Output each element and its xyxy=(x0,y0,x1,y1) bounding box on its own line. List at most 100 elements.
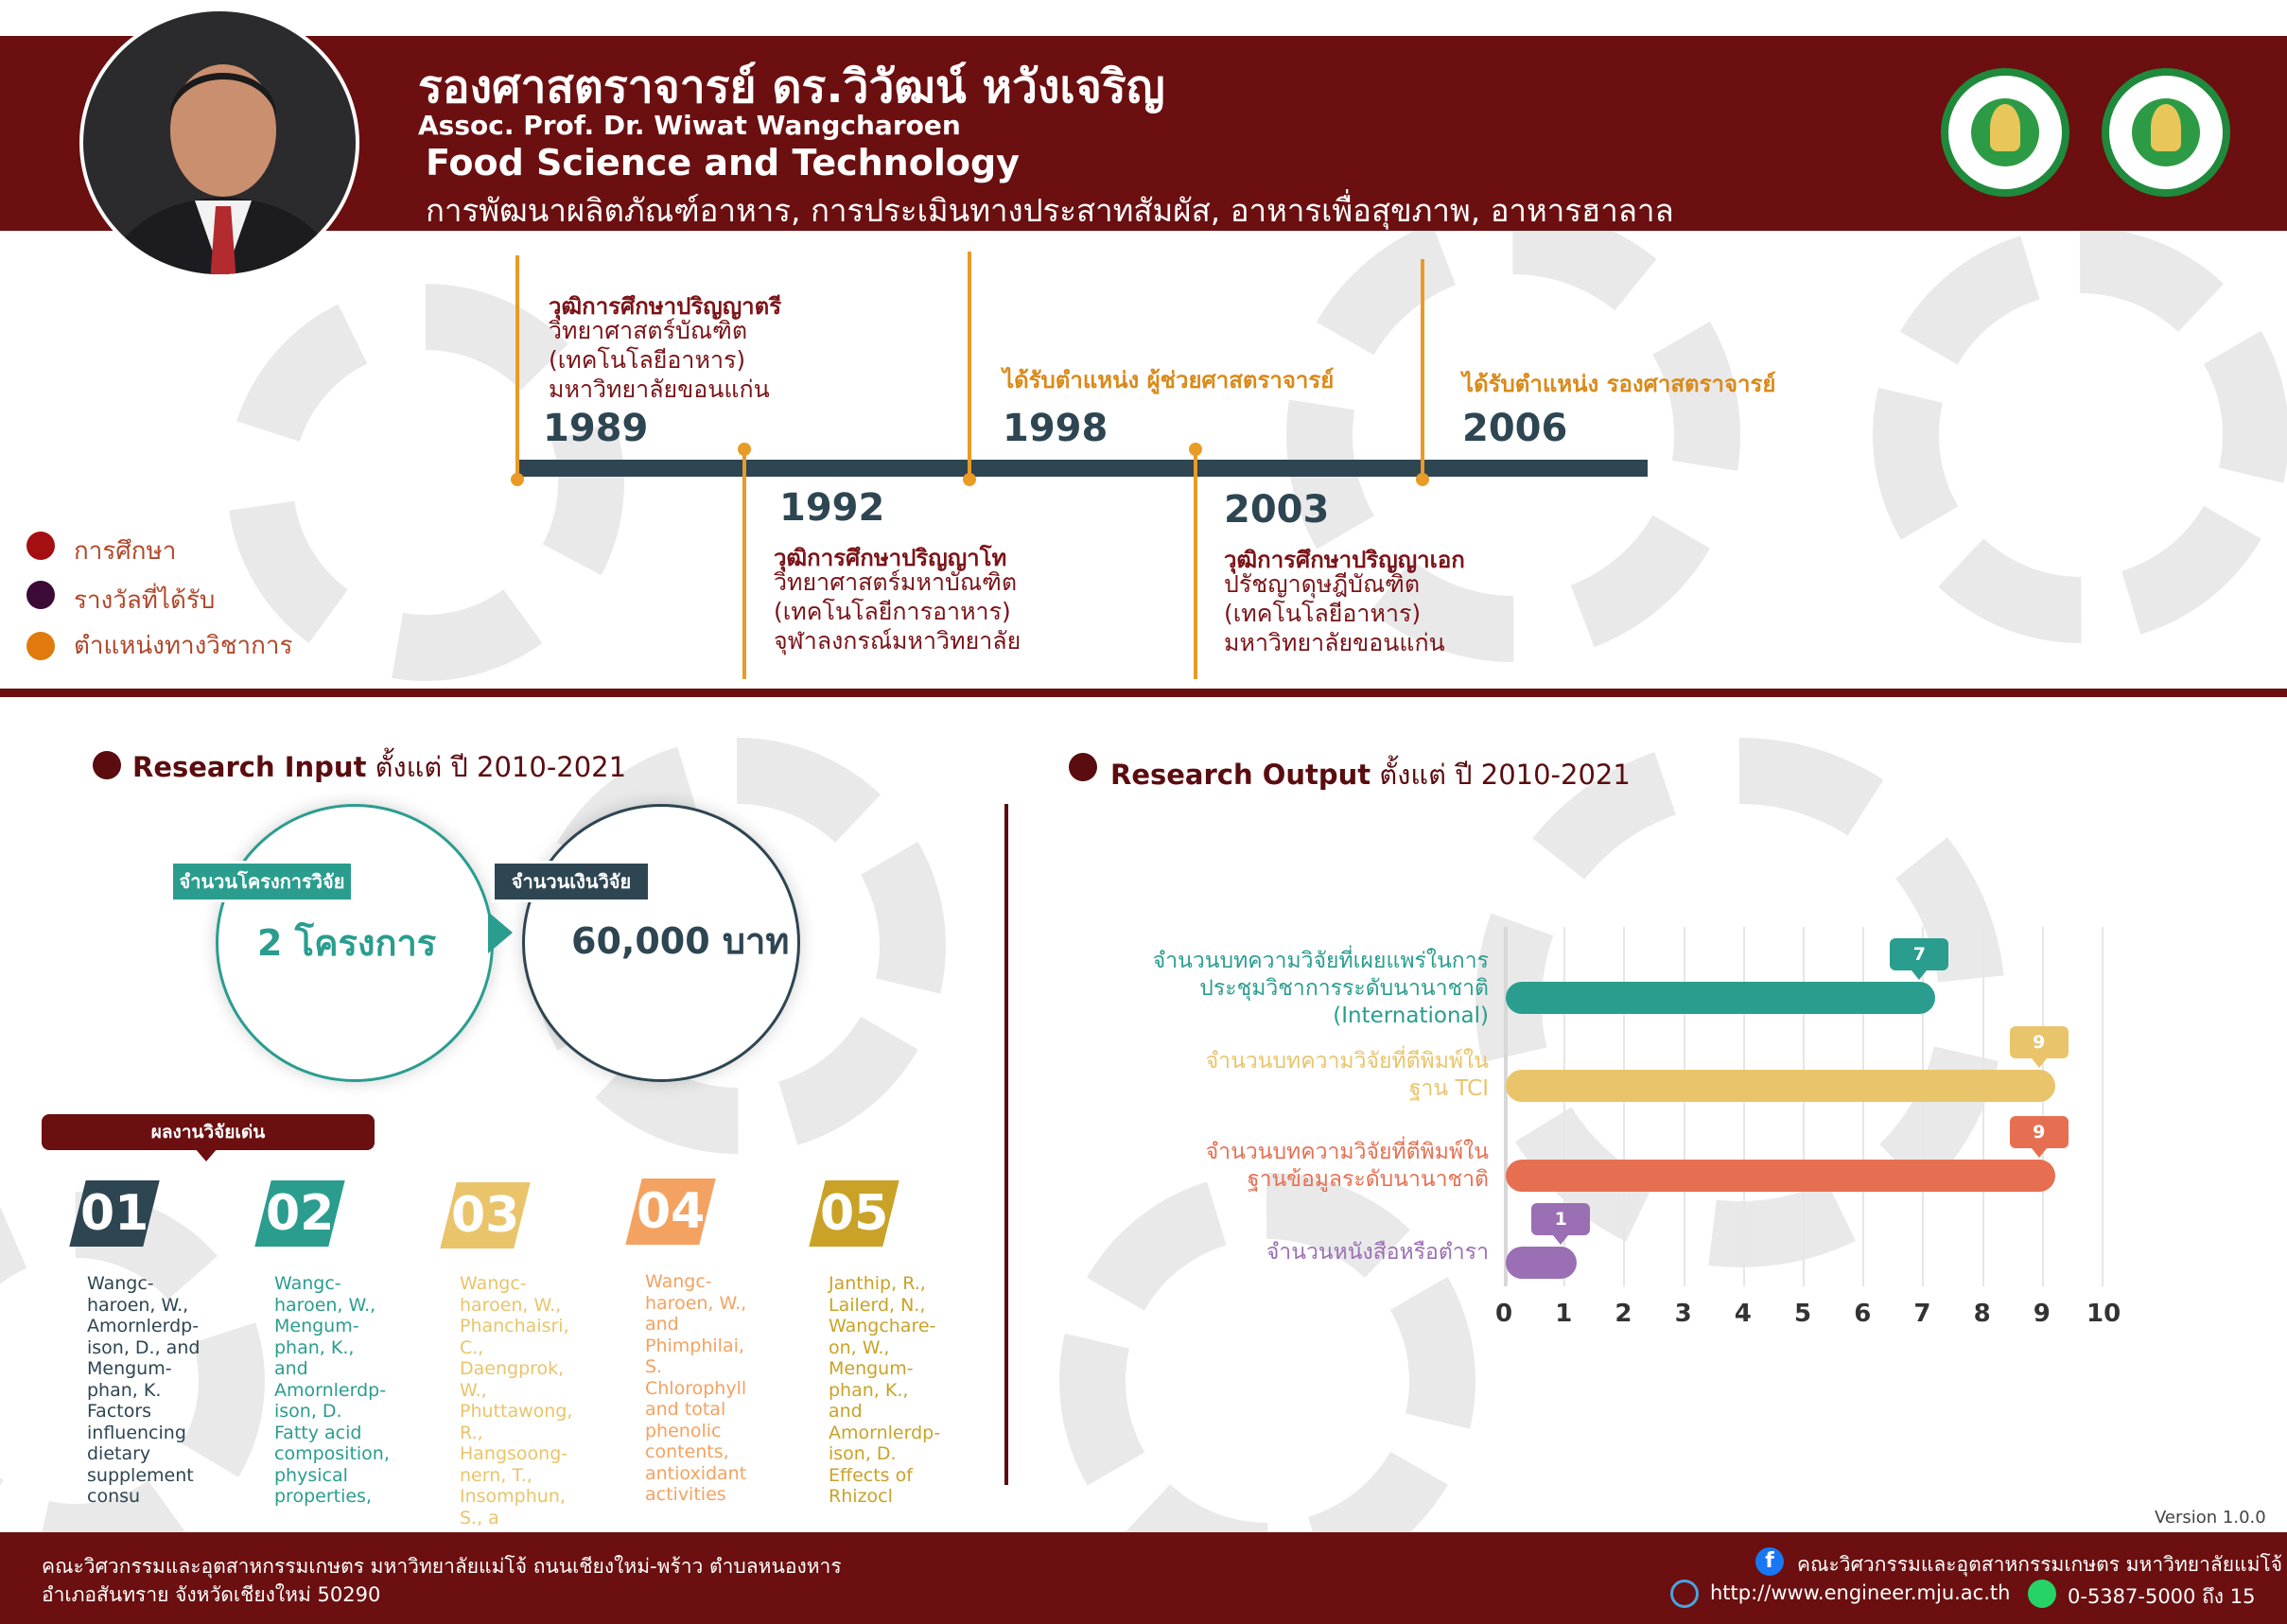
x-tick-label: 4 xyxy=(1734,1300,1752,1328)
highlight-number: 03 xyxy=(440,1182,531,1249)
whatsapp-icon xyxy=(2028,1580,2056,1608)
name-english: Assoc. Prof. Dr. Wiwat Wangcharoen xyxy=(418,110,961,141)
data-label: 9 xyxy=(2009,1116,2069,1158)
data-bar xyxy=(1506,1070,2055,1102)
pointer-icon xyxy=(195,1148,218,1161)
chart-gridline xyxy=(1922,927,1925,1286)
category-label: จำนวนบทความวิจัยที่ตีพิมพ์ใน ฐาน TCI xyxy=(1205,1049,1489,1101)
university-seal-icon xyxy=(1941,68,2069,197)
timeline-dot xyxy=(1189,443,1202,456)
section-bullet xyxy=(93,751,121,779)
section-bullet xyxy=(1069,753,1097,781)
timeline-dot xyxy=(738,443,751,456)
x-tick-label: 0 xyxy=(1495,1300,1513,1328)
data-label: 7 xyxy=(1890,938,1949,980)
event-year: 1992 xyxy=(779,486,885,530)
funding-circle xyxy=(522,804,800,1082)
chart-gridline xyxy=(1683,927,1685,1286)
data-bar xyxy=(1506,1160,2055,1192)
gear-decoration xyxy=(1873,227,2287,643)
footer-phone[interactable]: 0-5387-5000 ถึง 15 xyxy=(2068,1585,2256,1608)
funding-value: 60,000 บาท xyxy=(571,920,790,962)
event-details: วิทยาศาสตร์มหาบัณฑิต (เทคโนโลยีการอาหาร) จ… xyxy=(774,568,1021,655)
legend-position: ตำแหน่งทางวิชาการ xyxy=(74,632,293,660)
funding-label: จำนวนเงินวิจัย xyxy=(492,861,651,902)
version-label: Version 1.0.0 xyxy=(2155,1508,2266,1528)
event-details: วิทยาศาสตร์บัณฑิต (เทคโนโลยีอาหาร) มหาวิทย… xyxy=(549,317,770,403)
chart-gridline xyxy=(1742,927,1745,1286)
highlight-number: 02 xyxy=(254,1180,345,1247)
legend-education-dot xyxy=(26,532,55,560)
legend-award: รางวัลที่ได้รับ xyxy=(74,586,216,615)
highlight-number: 05 xyxy=(809,1180,899,1247)
event-title: วุฒิการศึกษาปริญญาตรี xyxy=(549,293,782,320)
timeline-dot xyxy=(963,473,976,486)
projects-value: 2 โครงการ xyxy=(257,922,437,964)
event-year: 2006 xyxy=(1462,407,1568,450)
timeline-tick xyxy=(1194,448,1197,679)
event-title: ได้รับตำแหน่ง ผู้ช่วยศาสตราจารย์ xyxy=(1003,367,1335,393)
x-tick-label: 2 xyxy=(1615,1300,1632,1328)
x-tick-label: 9 xyxy=(2033,1300,2051,1328)
highlight-citation: Wangc-haroen, W., and Phimphilai, S. Chl… xyxy=(645,1271,747,1505)
timeline-tick xyxy=(968,252,971,482)
research-output-title: Research Output ตั้งแต่ ปี 2010-2021 xyxy=(1110,759,1631,791)
footer-facebook[interactable]: คณะวิศวกรรมและอุตสาหกรรมเกษตร มหาวิทยาลั… xyxy=(1797,1553,2283,1576)
chart-gridline xyxy=(1981,927,1984,1286)
chart-gridline xyxy=(1803,927,1805,1286)
timeline-tick xyxy=(742,448,746,679)
x-tick-label: 1 xyxy=(1555,1300,1573,1328)
highlight-number: 04 xyxy=(625,1179,716,1245)
category-label: จำนวนบทความวิจัยที่ตีพิมพ์ใน ฐานข้อมูลระด… xyxy=(1205,1140,1489,1192)
timeline-dot xyxy=(1416,473,1429,486)
research-interests: การพัฒนาผลิตภัณฑ์อาหาร, การประเมินทางประ… xyxy=(426,192,1674,229)
globe-icon xyxy=(1670,1580,1699,1608)
event-title: วุฒิการศึกษาปริญญาโท xyxy=(774,545,1007,571)
chart-gridline xyxy=(1862,927,1865,1286)
legend-education: การศึกษา xyxy=(74,537,177,566)
x-tick-label: 7 xyxy=(1913,1300,1931,1328)
gear-decoration xyxy=(1059,1173,1475,1589)
x-tick-label: 10 xyxy=(2086,1300,2121,1328)
x-tick-label: 6 xyxy=(1854,1300,1872,1328)
facebook-icon[interactable]: f xyxy=(1755,1547,1784,1576)
name-thai: รองศาสตราจารย์ ดร.วิวัฒน์ หวังเจริญ xyxy=(418,61,1165,114)
highlight-citation: Wangc-haroen, W., Amornlerdp-ison, D., a… xyxy=(87,1273,201,1507)
x-tick-label: 5 xyxy=(1794,1300,1812,1328)
highlight-number: 01 xyxy=(69,1180,160,1247)
highlight-citation: Wangc-haroen, W., Phanchaisri, C., Daeng… xyxy=(460,1273,573,1528)
timeline-tick xyxy=(515,255,519,482)
highlight-citation: Wangc-haroen, W., Mengum-phan, K., and A… xyxy=(274,1273,390,1507)
highlight-citation: Janthip, R., Lailerd, N., Wangchare-on, … xyxy=(829,1273,941,1507)
projects-circle xyxy=(216,804,494,1082)
event-title: ได้รับตำแหน่ง รองศาสตราจารย์ xyxy=(1462,371,1776,397)
data-label: 1 xyxy=(1531,1203,1591,1245)
chart-axis-line xyxy=(1504,927,1508,1286)
timeline-bar xyxy=(516,460,1648,477)
category-label: จำนวนหนังสือหรือตำรา xyxy=(1266,1240,1489,1265)
event-year: 1998 xyxy=(1003,407,1109,450)
timeline-dot xyxy=(511,473,524,486)
profile-photo xyxy=(79,8,359,278)
data-bar xyxy=(1506,1247,1578,1279)
x-tick-label: 8 xyxy=(1973,1300,1991,1328)
category-label: จำนวนบทความวิจัยที่เผยแพร่ในการ ประชุมวิช… xyxy=(1152,949,1489,1028)
event-details: ปรัชญาดุษฎีบัณฑิต (เทคโนโลยีอาหาร) มหาวิทย… xyxy=(1224,570,1445,656)
legend-award-dot xyxy=(26,581,55,609)
footer xyxy=(0,1532,2287,1624)
department: Food Science and Technology xyxy=(426,142,1020,183)
x-tick-label: 3 xyxy=(1674,1300,1692,1328)
chart-gridline xyxy=(1563,927,1566,1286)
footer-website[interactable]: http://www.engineer.mju.ac.th xyxy=(1710,1581,2011,1604)
event-year: 1989 xyxy=(543,407,649,450)
chart-gridline xyxy=(2102,927,2104,1286)
event-title: วุฒิการศึกษาปริญญาเอก xyxy=(1224,547,1465,573)
research-input-title: Research Input ตั้งแต่ ปี 2010-2021 xyxy=(132,751,627,783)
event-year: 2003 xyxy=(1224,488,1330,532)
legend-position-dot xyxy=(26,632,55,660)
data-label: 9 xyxy=(2009,1026,2069,1068)
projects-label: จำนวนโครงการวิจัย xyxy=(170,861,354,902)
highlights-label: ผลงานวิจัยเด่น xyxy=(42,1114,375,1150)
timeline-tick xyxy=(1421,259,1424,482)
footer-address-line2: อำเภอสันทราย จังหวัดเชียงใหม่ 50290 xyxy=(42,1583,381,1606)
